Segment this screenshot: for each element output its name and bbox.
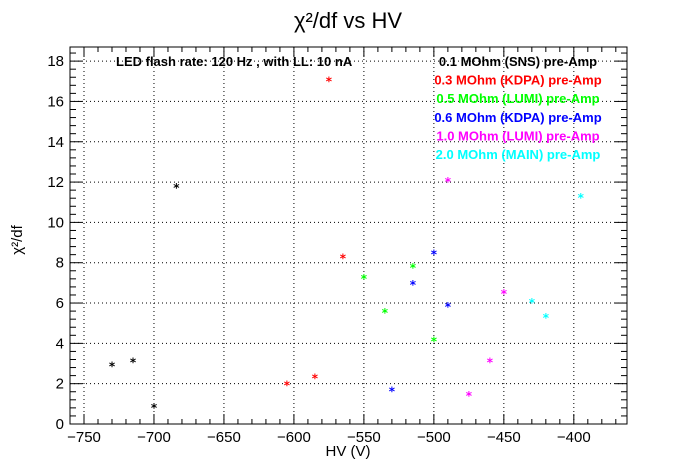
- data-point: *: [109, 360, 116, 374]
- y-tick-label: 12: [47, 174, 64, 191]
- data-point: *: [529, 296, 536, 310]
- x-tick-label: −750: [67, 429, 101, 446]
- data-point: *: [466, 389, 473, 403]
- legend-entry: 0.5 MOhm (LUMI) pre-Amp: [436, 91, 599, 106]
- x-tick-label: −500: [417, 429, 451, 446]
- y-tick-label: 2: [56, 376, 64, 393]
- y-tick-label: 8: [56, 255, 64, 272]
- data-point: *: [173, 181, 180, 195]
- data-point: *: [312, 372, 319, 386]
- data-point: *: [578, 191, 585, 205]
- y-tick-label: 6: [56, 295, 64, 312]
- data-point: *: [445, 300, 452, 314]
- data-point: *: [340, 252, 347, 266]
- x-tick-label: −700: [137, 429, 171, 446]
- y-tick-label: 0: [56, 416, 64, 433]
- y-tick-label: 14: [47, 134, 64, 151]
- y-tick-label: 18: [47, 53, 64, 70]
- data-point: *: [410, 278, 417, 292]
- data-point: *: [326, 74, 333, 88]
- data-point: *: [361, 272, 368, 286]
- data-point: *: [382, 306, 389, 320]
- data-point: *: [543, 311, 550, 325]
- y-tick-label: 4: [56, 335, 64, 352]
- x-tick-label: −450: [487, 429, 521, 446]
- data-point: *: [487, 356, 494, 370]
- y-tick-label: 16: [47, 93, 64, 110]
- data-point: *: [445, 175, 452, 189]
- data-point: *: [431, 334, 438, 348]
- legend-entry: 2.0 MOhm (MAIN) pre-Amp: [436, 147, 601, 162]
- plot-frame: [69, 46, 628, 425]
- axis-ticks: [69, 47, 627, 425]
- data-point: *: [284, 379, 291, 393]
- x-axis-label: HV (V): [326, 443, 371, 460]
- x-tick-label: −650: [207, 429, 241, 446]
- data-point: *: [410, 261, 417, 275]
- data-point: *: [130, 356, 137, 370]
- data-point: *: [501, 287, 508, 301]
- data-points: * * * * * * * * * * * * * * * * * * * * * * *: [109, 74, 585, 415]
- data-point: *: [151, 401, 158, 415]
- x-tick-label: −600: [277, 429, 311, 446]
- data-point: *: [431, 248, 438, 262]
- chart-title: χ²/df vs HV: [294, 8, 402, 33]
- legend-entry: 0.3 MOhm (KDPA) pre-Amp: [434, 73, 601, 88]
- x-tick-label: −400: [557, 429, 591, 446]
- data-point: *: [389, 385, 396, 399]
- tick-labels: −750 −700 −650 −600 −550 −500 −450 −400 0 2 4 6 8 10 1…: [47, 53, 590, 446]
- grid-lines: [70, 47, 627, 425]
- annotation-text: LED flash rate: 120 Hz , with LL: 10 nA: [116, 54, 353, 69]
- legend: 0.1 MOhm (SNS) pre-Amp 0.3 MOhm (KDPA) pr…: [434, 54, 601, 162]
- legend-entry: 0.6 MOhm (KDPA) pre-Amp: [434, 110, 601, 125]
- y-tick-label: 10: [47, 214, 64, 231]
- x-tick-label: −550: [347, 429, 381, 446]
- y-axis-label: χ²/df: [9, 224, 26, 254]
- legend-entry: 1.0 MOhm (LUMI) pre-Amp: [436, 128, 599, 143]
- legend-entry: 0.1 MOhm (SNS) pre-Amp: [439, 54, 597, 69]
